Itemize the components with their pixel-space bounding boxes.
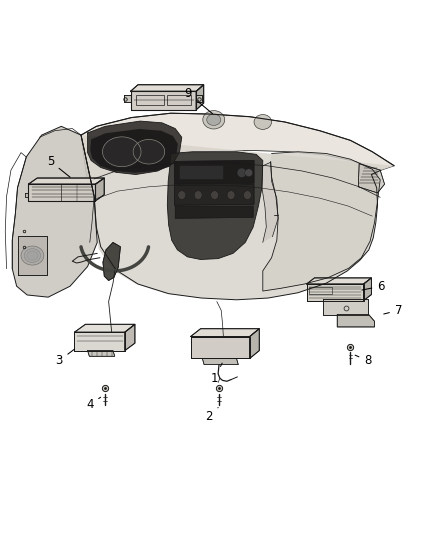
Ellipse shape: [227, 191, 235, 199]
Polygon shape: [103, 243, 120, 280]
Polygon shape: [131, 85, 204, 91]
Ellipse shape: [102, 137, 141, 167]
Ellipse shape: [203, 110, 225, 129]
Text: 7: 7: [384, 304, 403, 317]
Bar: [136, 95, 164, 106]
Polygon shape: [323, 300, 368, 314]
Text: 5: 5: [47, 155, 70, 177]
Polygon shape: [179, 165, 223, 179]
Polygon shape: [28, 178, 104, 184]
Polygon shape: [88, 121, 182, 174]
Ellipse shape: [254, 115, 272, 130]
Polygon shape: [174, 160, 254, 184]
Text: 6: 6: [362, 280, 385, 293]
Ellipse shape: [133, 140, 165, 164]
Ellipse shape: [21, 246, 44, 265]
Polygon shape: [202, 359, 238, 365]
Text: 1: 1: [211, 363, 222, 385]
Polygon shape: [196, 95, 202, 102]
Ellipse shape: [27, 251, 38, 260]
Text: 8: 8: [355, 354, 371, 367]
Polygon shape: [124, 95, 131, 102]
Polygon shape: [262, 162, 278, 243]
Polygon shape: [74, 332, 125, 351]
Polygon shape: [74, 324, 135, 332]
Ellipse shape: [244, 191, 251, 199]
Polygon shape: [28, 184, 95, 201]
Ellipse shape: [194, 191, 202, 199]
Polygon shape: [18, 236, 47, 275]
Polygon shape: [307, 284, 364, 301]
Polygon shape: [174, 184, 254, 205]
Bar: [309, 287, 332, 294]
Polygon shape: [191, 329, 259, 336]
Polygon shape: [25, 193, 28, 197]
Ellipse shape: [211, 191, 219, 199]
Polygon shape: [364, 278, 371, 301]
Polygon shape: [90, 129, 178, 173]
Polygon shape: [167, 152, 263, 260]
Polygon shape: [250, 329, 259, 359]
Polygon shape: [81, 113, 394, 183]
Text: 3: 3: [56, 349, 74, 367]
Ellipse shape: [207, 114, 221, 125]
Polygon shape: [131, 91, 196, 110]
Polygon shape: [263, 152, 380, 291]
Ellipse shape: [245, 169, 253, 177]
Text: 2: 2: [205, 408, 218, 423]
Polygon shape: [88, 351, 115, 356]
Text: 9: 9: [184, 87, 212, 114]
Polygon shape: [175, 206, 253, 219]
Bar: [167, 95, 191, 106]
Polygon shape: [358, 164, 385, 193]
Polygon shape: [81, 135, 394, 300]
Ellipse shape: [24, 249, 41, 262]
Text: 4: 4: [86, 397, 101, 411]
Polygon shape: [337, 314, 374, 327]
Polygon shape: [191, 336, 250, 359]
Polygon shape: [307, 278, 371, 284]
Polygon shape: [12, 126, 97, 297]
Polygon shape: [125, 324, 135, 351]
Ellipse shape: [237, 168, 247, 177]
Polygon shape: [196, 85, 204, 110]
Polygon shape: [95, 178, 104, 201]
Ellipse shape: [178, 191, 186, 199]
